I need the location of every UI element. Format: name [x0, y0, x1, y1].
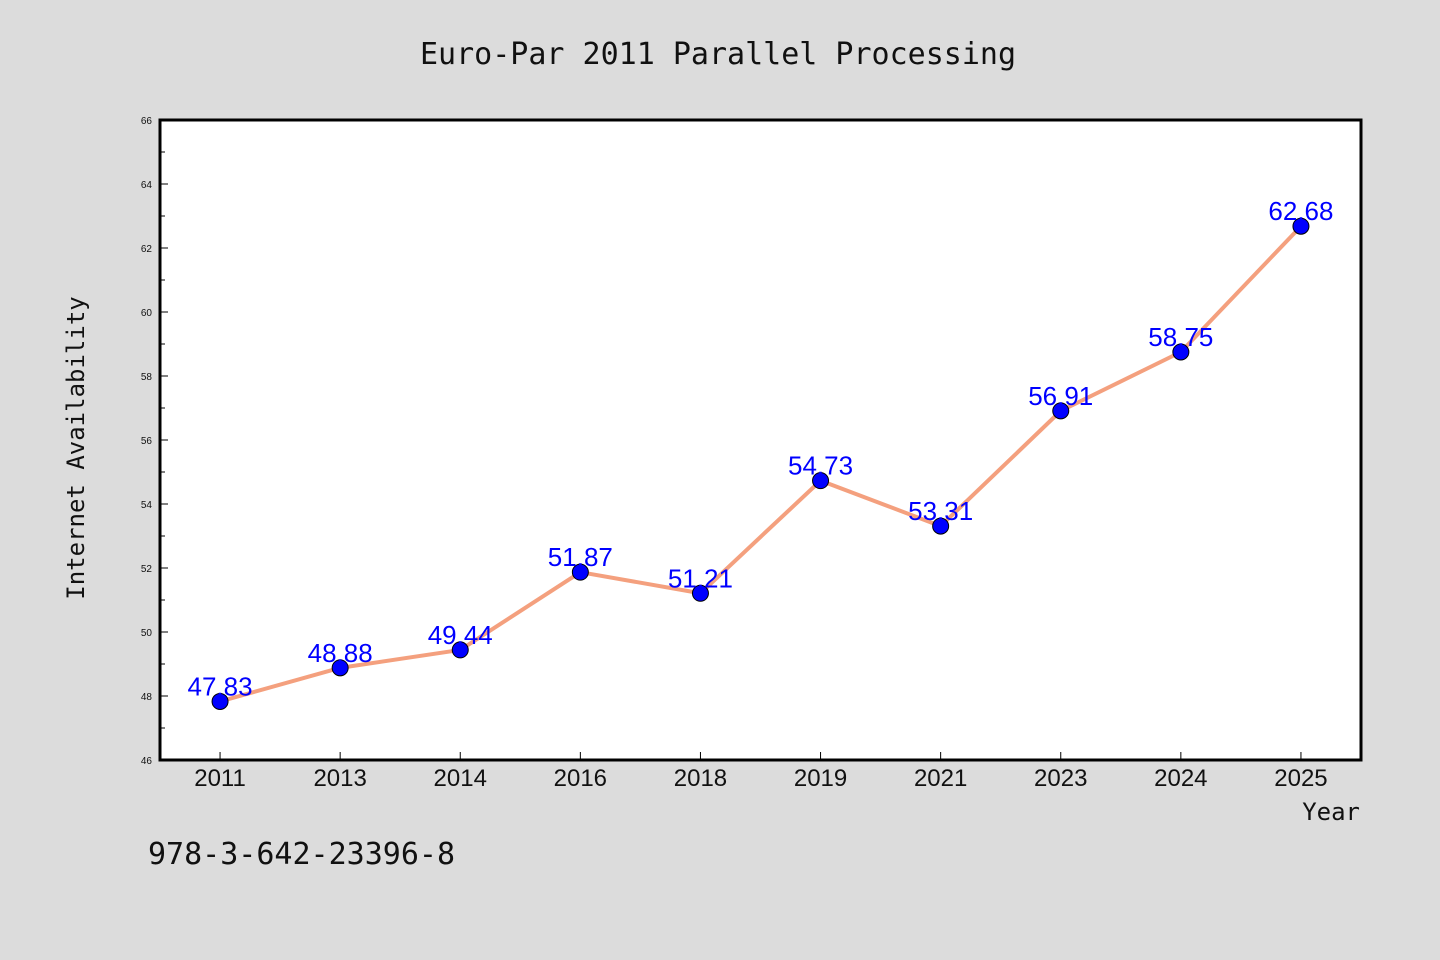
y-tick-label: 58 [141, 372, 153, 383]
data-point [571, 563, 589, 581]
data-point [211, 692, 229, 710]
x-axis-title: Year [1302, 798, 1360, 826]
data-label: 54.73 [788, 451, 853, 481]
x-tick-label: 2025 [1274, 765, 1327, 792]
data-point [1292, 217, 1310, 235]
data-markers [211, 217, 1310, 710]
x-tick-label: 2021 [914, 765, 967, 792]
data-point [812, 472, 830, 490]
data-label: 47.83 [188, 671, 253, 701]
y-tick-label: 56 [141, 436, 153, 447]
isbn-footer: 978-3-642-23396-8 [148, 837, 455, 872]
data-point [1052, 402, 1070, 420]
x-axis: 2011 2013 2014 2016 2018 2019 2021 2023 2024 2025 [194, 752, 1328, 792]
data-label: 51.21 [668, 563, 733, 593]
data-label: 62.68 [1268, 196, 1333, 226]
x-tick-label: 2013 [313, 765, 366, 792]
plot-area [158, 118, 1363, 762]
data-label: 58.75 [1148, 322, 1213, 352]
y-tick-label: 62 [141, 244, 153, 255]
data-point [331, 659, 349, 677]
data-label: 53.31 [908, 496, 973, 526]
y-tick-label: 60 [141, 308, 153, 319]
x-tick-label: 2016 [554, 765, 607, 792]
y-tick-label: 48 [141, 692, 153, 703]
x-tick-label: 2011 [194, 765, 246, 792]
data-point [451, 641, 469, 659]
data-label: 56.91 [1028, 381, 1093, 411]
y-axis: 46 48 50 52 54 56 58 60 62 64 66 [141, 116, 168, 767]
y-tick-label: 52 [141, 564, 153, 575]
data-label: 48.88 [308, 638, 373, 668]
x-tick-label: 2019 [794, 765, 847, 792]
chart-title: Euro-Par 2011 Parallel Processing [420, 37, 1016, 72]
y-axis-title: Internet Availability [62, 296, 90, 599]
series-line [219, 224, 1303, 704]
data-point [691, 584, 709, 602]
data-labels: 47.83 48.88 49.44 51.87 51.21 54.73 53.31 56.91… [188, 196, 1334, 701]
y-tick-label: 54 [141, 500, 153, 511]
y-tick-label: 46 [141, 756, 153, 767]
data-point [932, 517, 950, 535]
data-point [1172, 343, 1190, 361]
y-tick-label: 66 [141, 116, 153, 127]
x-tick-label: 2018 [674, 765, 727, 792]
data-label: 51.87 [548, 542, 613, 572]
data-label: 49.44 [428, 620, 493, 650]
x-tick-label: 2023 [1034, 765, 1087, 792]
y-tick-label: 64 [141, 180, 153, 191]
x-tick-label: 2024 [1154, 765, 1207, 792]
y-tick-label: 50 [141, 628, 153, 639]
x-tick-label: 2014 [434, 765, 487, 792]
